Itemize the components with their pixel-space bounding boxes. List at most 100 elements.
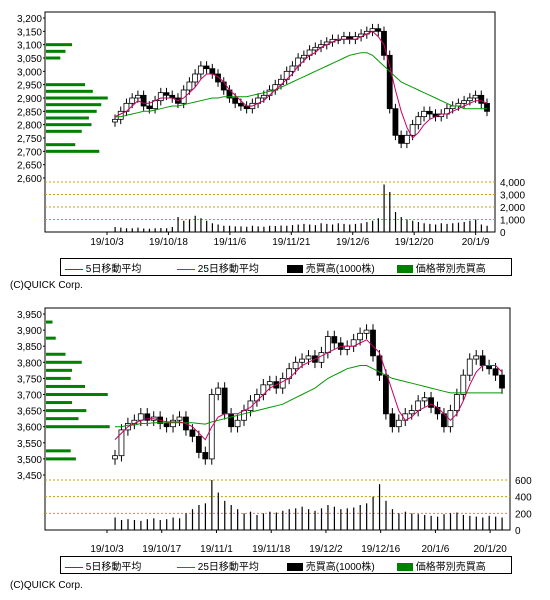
price-tick-label: 3,450	[17, 471, 42, 482]
candle-body	[241, 410, 247, 421]
volume-bar	[327, 505, 329, 530]
legend-ma5: 5日移動平均	[65, 558, 141, 573]
volume-bar	[114, 517, 116, 530]
volume-bar	[501, 517, 503, 530]
candle-body	[466, 97, 473, 102]
volume-bar	[188, 219, 191, 232]
price-volume-bar	[46, 96, 108, 100]
candle-body	[466, 358, 473, 376]
candle-body	[421, 110, 427, 118]
candle-body	[221, 387, 228, 415]
volume-bar	[309, 224, 311, 232]
candle-body	[232, 97, 239, 104]
candle-body	[398, 134, 405, 144]
volume-bar	[224, 500, 226, 530]
volume-bar	[385, 500, 387, 530]
volume-tick-label: 400	[515, 493, 532, 504]
candle-body	[266, 381, 273, 386]
volume-bar	[404, 511, 406, 530]
candle-body	[370, 329, 376, 357]
candle-body	[484, 102, 490, 112]
volume-bar	[331, 224, 334, 232]
volume-tick-label: 2,000	[500, 203, 525, 214]
volume-bar	[400, 217, 402, 232]
volume-bar	[288, 509, 290, 530]
chart-2-svg: 600 400 200 0 3,950 3,900 3,850 3,800 3,750 3,700…	[17, 307, 532, 555]
volume-tick-label: 1,000	[500, 216, 525, 227]
x-tick-label: 19/11/6	[214, 237, 247, 248]
legend-volume: 売買高(1000株)	[287, 558, 375, 573]
price-tick-label: 3,900	[17, 326, 42, 337]
volume-bar	[340, 509, 342, 530]
volume-bar	[137, 227, 139, 232]
volume-tick-label: 200	[515, 509, 532, 520]
volume-bar	[443, 514, 445, 530]
volume-bar	[366, 222, 368, 232]
volume-bar	[148, 228, 151, 232]
volume-bar	[274, 226, 276, 232]
volume-bar	[269, 511, 271, 530]
legend-price-volume-label: 価格帯別売買高	[415, 264, 486, 275]
price-volume-bar	[46, 417, 79, 421]
chart-2: 600 400 200 0 3,950 3,900 3,850 3,800 3,750 3,700…	[0, 300, 550, 600]
volume-bar	[349, 224, 351, 232]
volume-bar	[391, 509, 394, 530]
candle-body	[209, 68, 216, 75]
candle-body	[195, 435, 202, 453]
volume-tick-label: 3,000	[500, 191, 525, 202]
legend-volume: 売買高(1000株)	[287, 260, 375, 275]
candle-body	[324, 336, 331, 354]
candle-body	[228, 413, 235, 428]
candle-body	[305, 355, 312, 360]
price-volume-bar	[46, 129, 82, 133]
ma25-swatch	[177, 566, 195, 568]
volume-bar	[366, 503, 368, 530]
price-volume-bar	[46, 336, 56, 340]
volume-bar	[153, 518, 155, 530]
x-tick-label: 19/10/3	[90, 237, 124, 248]
x-tick-label: 19/12/6	[336, 237, 370, 248]
volume-bar	[282, 510, 284, 530]
price-tick-label: 3,550	[17, 439, 42, 450]
chart-1-svg: 4,0003,0002,0001,00003,2003,1503,1003,05…	[17, 11, 525, 248]
volume-tick-label: 600	[515, 476, 532, 487]
candle-body	[382, 374, 389, 415]
volume-bar	[131, 228, 133, 232]
volume-bar	[359, 505, 361, 530]
x-tick-label: 19/10/3	[90, 544, 124, 555]
candle-body	[312, 46, 319, 51]
candle-body	[146, 105, 153, 110]
candle-body	[260, 94, 267, 99]
price-volume-bar	[46, 123, 92, 127]
volume-bar	[183, 220, 185, 232]
price-volume-bar	[46, 401, 72, 405]
price-volume-bar	[46, 320, 53, 324]
candle-body	[403, 134, 410, 144]
price-tick-label: 3,150	[17, 27, 42, 38]
volume-bar	[166, 228, 168, 232]
candle-body	[381, 30, 387, 56]
candle-body	[292, 361, 299, 370]
candle-body	[499, 374, 505, 389]
volume-bar	[475, 516, 477, 530]
volume-bar	[172, 517, 174, 530]
volume-bar	[160, 228, 162, 232]
volume-bar	[333, 506, 335, 530]
price-volume-bar	[46, 83, 85, 87]
candle-body	[392, 108, 399, 136]
x-tick-label: 19/12/16	[361, 544, 400, 555]
volume-bar	[217, 492, 219, 530]
volume-bar	[469, 220, 471, 232]
candle-body	[453, 394, 460, 412]
candle-body	[118, 429, 125, 457]
volume-bar	[457, 222, 460, 232]
x-tick-label: 20/1/9	[462, 237, 490, 248]
price-tick-label: 2,850	[17, 107, 42, 118]
candle-body	[447, 410, 454, 428]
candle-body	[460, 374, 467, 395]
candle-body	[170, 419, 176, 428]
volume-bar	[394, 212, 397, 232]
candle-body	[331, 336, 338, 344]
volume-bar	[228, 225, 231, 232]
volume-bar	[234, 226, 236, 232]
